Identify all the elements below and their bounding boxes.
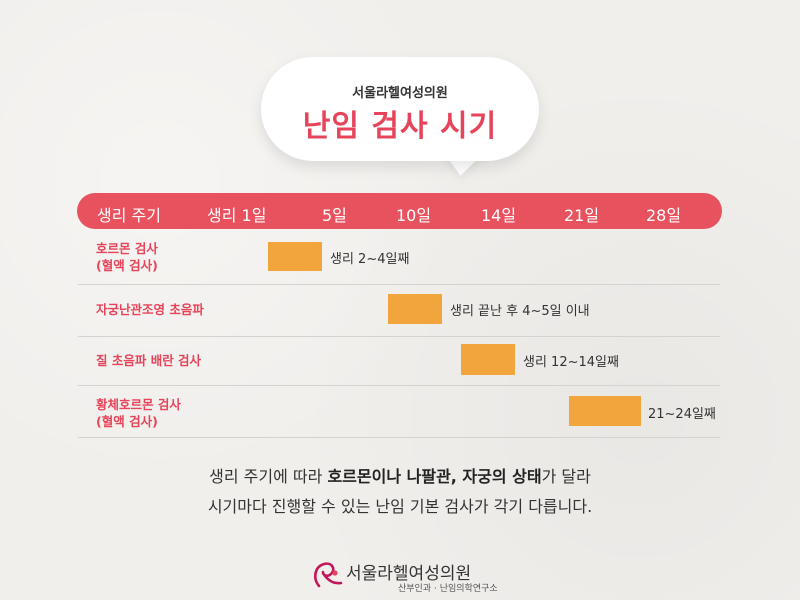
row-label-line2: (혈액 검사) xyxy=(96,414,158,429)
row-divider xyxy=(78,437,720,438)
bar-note-hormone: 생리 2~4일째 xyxy=(330,252,410,267)
clinic-logo-icon xyxy=(314,562,343,588)
description-line2: 시기마다 진행할 수 있는 난임 기본 검사가 각기 다릅니다. xyxy=(207,497,593,516)
row-label-ovulation: 질 초음파 배란 검사 xyxy=(96,352,201,369)
row-label-hsg: 자궁난관조영 초음파 xyxy=(96,301,204,318)
description-text: 가 달라 xyxy=(541,467,591,486)
row-label-line1: 황체호르몬 검사 xyxy=(96,397,181,412)
title-bubble: 서울라헬여성의원 난임 검사 시기 xyxy=(261,57,539,161)
row-label-line2: (혈액 검사) xyxy=(96,258,158,273)
footer-clinic-name: 서울라헬여성의원 xyxy=(346,564,472,584)
bubble-clinic-name: 서울라헬여성의원 xyxy=(352,86,448,101)
schedule-bar-ovulation xyxy=(461,344,515,375)
row-label-line1: 질 초음파 배란 검사 xyxy=(96,353,202,368)
schedule-bar-hormone xyxy=(268,242,322,271)
row-label-progesterone: 황체호르몬 검사 (혈액 검사) xyxy=(96,396,181,430)
description-line1: 생리 주기에 따라 호르몬이나 나팔관, 자궁의 상태가 달라 xyxy=(0,463,800,487)
footer-subtitle: 산부인과 · 난임의학연구소 xyxy=(398,584,498,594)
row-divider xyxy=(78,385,720,386)
day-label-14: 14일 xyxy=(481,206,517,225)
row-divider xyxy=(78,284,720,285)
row-label-line1: 자궁난관조영 초음파 xyxy=(96,302,204,317)
row-divider xyxy=(78,336,720,337)
cycle-label: 생리 주기 xyxy=(97,206,161,225)
bar-note-hsg: 생리 끝난 후 4~5일 이내 xyxy=(450,304,590,319)
day-label-28: 28일 xyxy=(646,206,682,225)
schedule-bar-progesterone xyxy=(569,396,641,426)
row-label-hormone-test: 호르몬 검사 (혈액 검사) xyxy=(96,240,158,274)
page-title: 난임 검사 시기 xyxy=(302,109,498,144)
description-emphasis: 호르몬이나 나팔관, 자궁의 상태 xyxy=(327,467,542,486)
day-label-10: 10일 xyxy=(396,206,432,225)
cycle-header-bar: 생리 주기 생리 1일 5일 10일 14일 21일 28일 xyxy=(77,193,722,229)
day-label-5: 5일 xyxy=(322,206,347,225)
day-label-1: 생리 1일 xyxy=(207,206,267,225)
bar-note-progesterone: 21~24일째 xyxy=(648,407,716,422)
schedule-bar-hsg xyxy=(388,294,442,324)
row-label-line1: 호르몬 검사 xyxy=(96,241,158,256)
description-text: 생리 주기에 따라 xyxy=(209,467,328,486)
day-label-21: 21일 xyxy=(564,206,600,225)
bar-note-ovulation: 생리 12~14일째 xyxy=(523,355,619,370)
